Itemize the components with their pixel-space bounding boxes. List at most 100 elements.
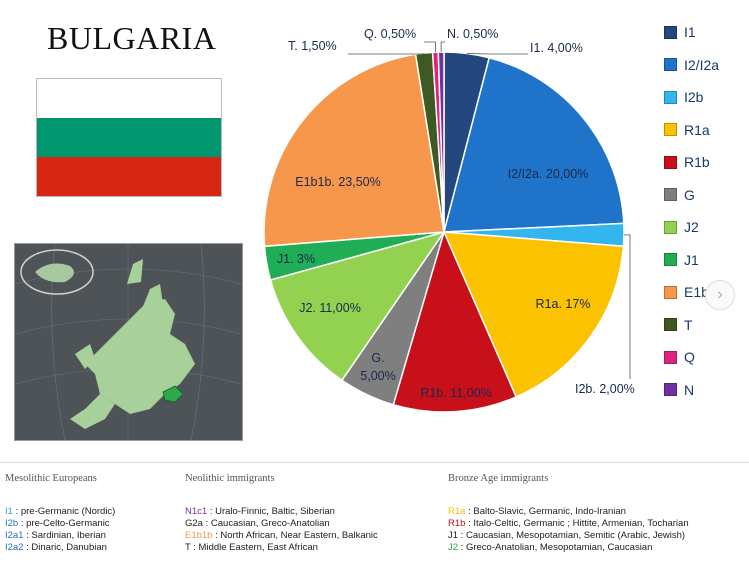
legend-swatch [664, 123, 677, 136]
leader-line-i1 [466, 53, 528, 55]
legend-label: I1 [684, 24, 696, 40]
haplogroup-code: I1 [5, 506, 13, 517]
haplogroup-description: : pre-Germanic (Nordic) [12, 506, 116, 517]
pie-slice-i2-i2a [443, 56, 625, 233]
legend-label: I2/I2a [684, 56, 720, 73]
haplogroup-code: R1a [448, 506, 466, 517]
bronze-age-column: Bronze Age immigrants R1a : Balto-Slavic,… [448, 473, 689, 554]
slice-label-q: Q. 0,50% [364, 27, 416, 41]
key-row: J1 : Caucasian, Mesopotamian, Semitic (A… [448, 530, 689, 542]
legend-swatch [664, 350, 677, 364]
slice-label-g: G. 5,00% [360, 351, 395, 383]
legend-label: N [684, 381, 695, 398]
key-row: I2a1 : Sardinian, Iberian [5, 530, 115, 542]
legend-label: Q [684, 349, 695, 365]
page-title: BULGARIA [47, 20, 217, 56]
key-row: I2a2 : Dinaric, Danubian [5, 542, 115, 554]
key-row: R1a : Balto-Slavic, Germanic, Indo-Irani… [448, 506, 689, 518]
legend-swatch [664, 155, 677, 169]
haplogroup-description: : Italo-Celtic, Germanic ; Hittite, Arme… [465, 518, 689, 529]
column-heading: Neolithic immigrants [185, 473, 275, 484]
legend-item-i2b: I2b [664, 89, 703, 105]
slice-label-j2: J2. 11,00% [299, 301, 361, 315]
slice-label-j1: J1. 3% [277, 252, 315, 266]
chevron-right-icon[interactable]: › [705, 280, 735, 310]
legend-swatch [664, 220, 677, 234]
mesolithic-column: Mesolithic Europeans I1 : pre-Germanic (N… [5, 473, 115, 554]
haplogroup-description: : pre-Celto-Germanic [18, 518, 110, 529]
haplogroup-code: I2a1 [5, 530, 24, 541]
flag-stripe-red [37, 157, 221, 196]
legend-item-r1a: R1a [664, 122, 710, 138]
legend-label: J1 [684, 251, 699, 268]
haplogroup-description: : Uralo-Finnic, Baltic, Siberian [207, 506, 335, 517]
haplogroup-code: N1c1 [185, 506, 208, 517]
leader-line-t [348, 53, 425, 55]
haplogroup-code: I2b [5, 518, 19, 529]
pie-slice-r1a [442, 231, 625, 398]
key-row: T : Middle Eastern, East African [185, 542, 378, 554]
haplogroup-code: I2a2 [5, 542, 24, 553]
haplogroup-code: J1 [448, 530, 459, 541]
pie-slice-e1b1b [263, 53, 445, 248]
key-row: I1 : pre-Germanic (Nordic) [5, 506, 115, 518]
slice-label-r1b: R1b. 11,00% [420, 386, 491, 400]
key-row: G2a : Caucasian, Greco-Anatolian [185, 518, 378, 530]
column-heading: Bronze Age immigrants [448, 473, 549, 484]
haplogroup-description: : Balto-Slavic, Germanic, Indo-Iranian [465, 506, 626, 517]
haplogroup-description: : Sardinian, Iberian [23, 530, 106, 541]
slice-label-i1: I1. 4,00% [530, 41, 583, 55]
pie-slice-j2 [269, 230, 446, 382]
legend-label: G [684, 186, 695, 203]
legend-swatch [664, 58, 677, 71]
pie-chart: I1. 4,00% I2/I2a. 20,00% I2b. 2,00% R1a. 17… [263, 27, 635, 413]
haplogroup-code: G2a [185, 518, 203, 529]
legend-label: I2b [684, 89, 704, 105]
slice-label-i2-i2a: I2/I2a. 20,00% [508, 167, 589, 181]
slice-label-i2b: I2b. 2,00% [575, 382, 635, 396]
locator-map-graphic [15, 244, 242, 440]
europe-locator-map-icon [14, 243, 243, 441]
legend-item-i1: I1 [664, 24, 696, 40]
legend-label: T [684, 316, 693, 333]
key-row: J2 : Greco-Anatolian, Mesopotamian, Cauc… [448, 542, 689, 554]
legend-swatch [664, 90, 677, 104]
legend-item-n: N [664, 382, 694, 398]
slice-label-t: T. 1,50% [288, 39, 337, 53]
legend-swatch [664, 383, 677, 396]
legend-item-i2-i2a: I2/I2a [664, 57, 719, 73]
column-heading: Mesolithic Europeans [5, 473, 97, 484]
key-row: N1c1 : Uralo-Finnic, Baltic, Siberian [185, 506, 378, 518]
haplogroup-description: : North African, Near Eastern, Balkanic [212, 530, 378, 541]
legend-item-j1: J1 [664, 252, 699, 268]
flag-stripe-green [37, 118, 221, 157]
leader-line-i2b [623, 234, 631, 379]
pie-slice-r1b [392, 229, 518, 413]
legend-label: R1a [684, 121, 710, 138]
neolithic-column: Neolithic immigrants N1c1 : Uralo-Finnic,… [185, 473, 378, 554]
haplogroup-description: : Middle Eastern, East African [190, 542, 318, 553]
legend-swatch [664, 25, 677, 39]
haplogroup-key: Mesolithic Europeans I1 : pre-Germanic (N… [0, 462, 749, 586]
key-row: R1b : Italo-Celtic, Germanic ; Hittite, … [448, 518, 689, 530]
flag-stripe-white [37, 79, 221, 118]
legend-item-g: G [664, 187, 695, 203]
leader-line-n [440, 41, 445, 53]
haplogroup-description: : Greco-Anatolian, Mesopotamian, Caucasi… [458, 542, 653, 553]
haplogroup-code: E1b1b [185, 530, 213, 541]
legend-swatch [664, 253, 677, 266]
slice-label-n: N. 0,50% [447, 27, 498, 41]
legend-label: J2 [684, 219, 699, 235]
legend-item-j2: J2 [664, 219, 699, 235]
haplogroup-code: R1b [448, 518, 466, 529]
legend-item-r1b: R1b [664, 154, 710, 170]
slice-label-e1b1b: E1b1b. 23,50% [295, 175, 381, 189]
haplogroup-code: J2 [448, 542, 459, 553]
legend-label: R1b [684, 154, 710, 170]
haplogroup-code: T [185, 542, 191, 553]
legend-swatch [664, 285, 677, 299]
leader-line-q [424, 41, 436, 53]
key-row: I2b : pre-Celto-Germanic [5, 518, 115, 530]
haplogroup-description: : Caucasian, Greco-Anatolian [202, 518, 330, 529]
bulgaria-flag [36, 78, 222, 197]
